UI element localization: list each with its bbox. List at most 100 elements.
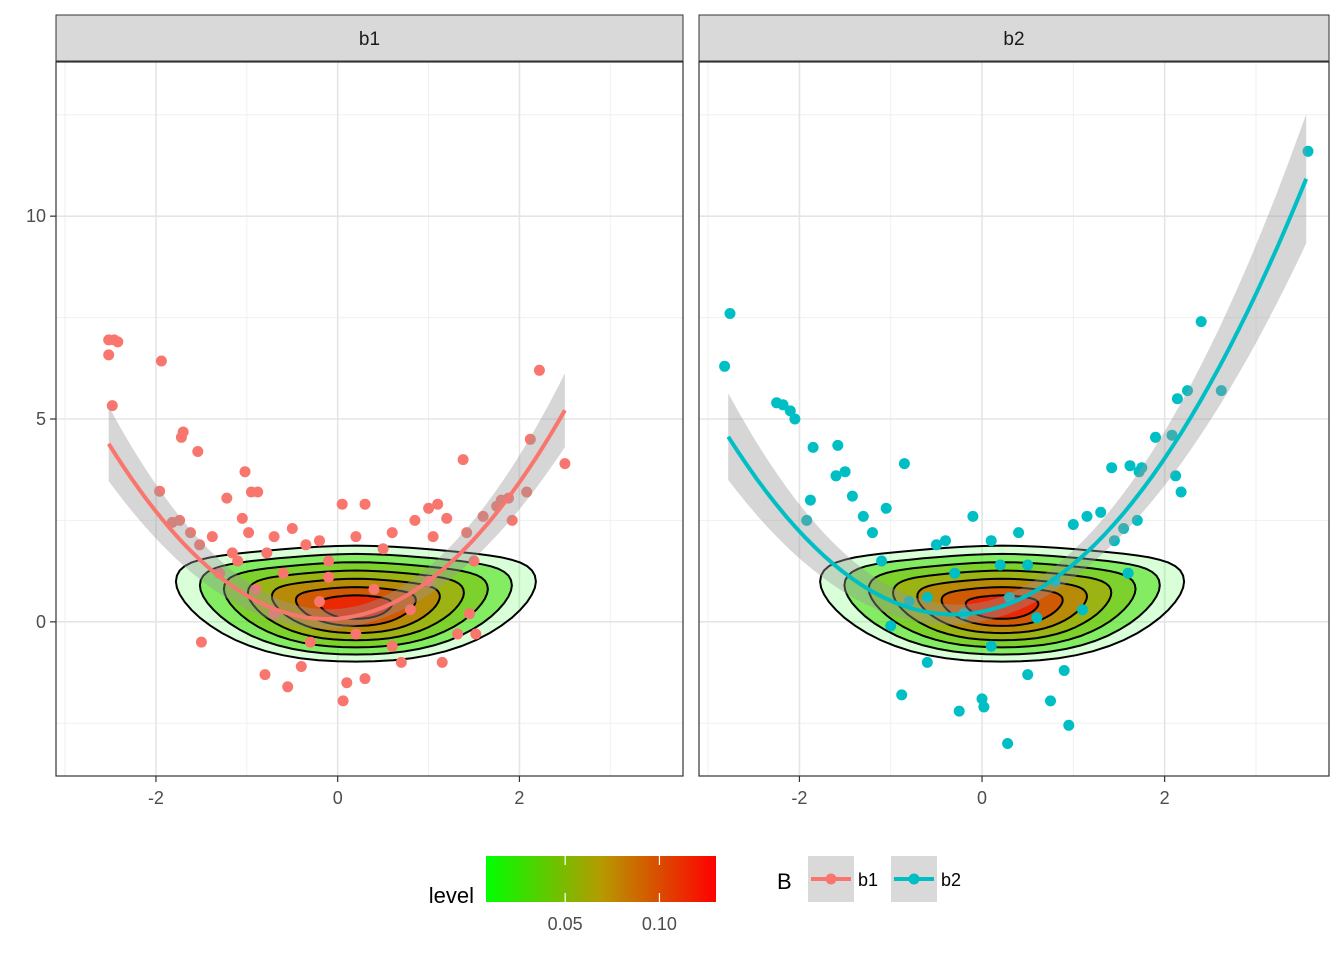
data-point <box>1118 523 1130 534</box>
data-point <box>867 527 878 539</box>
data-point <box>784 405 796 417</box>
fit-line <box>107 409 567 622</box>
data-point <box>185 527 196 539</box>
data-point <box>154 485 166 497</box>
data-point <box>250 583 262 595</box>
panel-b2: b2 -2 0 2 <box>698 14 1330 808</box>
y-axis-tick-label: 5 <box>36 409 46 429</box>
legend-B-key-point <box>908 873 920 885</box>
data-point <box>195 636 207 648</box>
data-point <box>846 490 858 502</box>
data-point <box>1106 462 1118 474</box>
data-point <box>1170 470 1182 482</box>
data-point <box>985 535 997 547</box>
data-point <box>432 498 444 510</box>
data-point <box>368 583 380 595</box>
data-point <box>777 399 789 411</box>
data-point <box>896 689 908 701</box>
panel-border <box>698 61 1330 777</box>
data-point <box>949 567 961 579</box>
legend-B-title: B <box>777 869 792 894</box>
data-point <box>940 535 951 547</box>
data-point <box>336 498 348 510</box>
data-point <box>876 555 888 567</box>
facet-strip-label: b2 <box>1003 29 1024 50</box>
data-point <box>468 555 480 567</box>
y-axis-tick-label: 10 <box>26 206 46 226</box>
data-point <box>206 531 218 543</box>
data-point <box>112 336 124 348</box>
data-point <box>1013 527 1025 539</box>
data-point <box>277 567 289 579</box>
data-point <box>404 604 416 616</box>
data-point <box>830 470 842 482</box>
data-point <box>832 439 844 451</box>
data-point <box>359 673 371 685</box>
data-point <box>967 510 979 522</box>
data-point <box>236 512 248 524</box>
data-point <box>1131 514 1143 526</box>
legend-level-tick-label: 0.10 <box>642 914 677 934</box>
data-point <box>239 466 251 478</box>
data-point <box>1175 486 1187 498</box>
data-point <box>386 527 398 539</box>
data-point <box>282 681 294 693</box>
data-point <box>252 486 264 498</box>
facet-strip-label: b1 <box>359 29 380 50</box>
data-point <box>323 555 335 567</box>
data-point <box>464 608 475 620</box>
data-point <box>524 433 536 445</box>
data-point <box>506 514 518 526</box>
data-point <box>457 454 469 466</box>
data-point <box>423 502 435 514</box>
data-point <box>300 539 312 551</box>
legend-level-colorbar <box>486 856 716 902</box>
data-point <box>409 514 421 526</box>
data-point <box>194 539 206 551</box>
data-point <box>106 400 118 412</box>
data-point <box>470 628 482 640</box>
data-point <box>930 539 942 551</box>
data-point <box>323 571 335 583</box>
data-point <box>350 628 362 640</box>
legend-level-tick-label: 0.05 <box>548 914 583 934</box>
data-point <box>1195 316 1207 328</box>
data-point <box>268 531 280 543</box>
data-point <box>1067 519 1079 530</box>
data-point <box>441 512 453 524</box>
data-point <box>789 413 801 425</box>
data-point <box>155 355 167 367</box>
data-point <box>1124 460 1136 472</box>
data-point <box>286 523 298 534</box>
data-point <box>559 458 571 470</box>
data-point <box>341 677 353 689</box>
x-axis-tick-label: 2 <box>1160 788 1170 808</box>
data-point <box>259 669 271 681</box>
data-point <box>1215 385 1227 397</box>
data-point <box>314 596 325 608</box>
data-point <box>807 441 819 453</box>
data-point <box>804 494 816 506</box>
data-point <box>921 656 933 668</box>
data-point <box>1302 145 1314 157</box>
data-point <box>395 656 407 668</box>
data-point <box>261 547 273 559</box>
data-point <box>1081 510 1093 522</box>
data-point <box>295 661 307 672</box>
data-point <box>533 364 545 376</box>
x-axis-tick-label: -2 <box>148 788 164 808</box>
data-point <box>1095 506 1107 518</box>
data-point <box>477 510 489 522</box>
y-axis-tick-label: 0 <box>36 612 46 632</box>
x-axis-tick-label: 0 <box>977 788 987 808</box>
data-point <box>1150 431 1161 443</box>
data-point <box>174 514 186 526</box>
legend-level-title: level <box>429 883 474 908</box>
data-point <box>1108 535 1120 547</box>
data-point <box>359 498 371 510</box>
data-point <box>1122 567 1134 579</box>
data-point <box>521 486 533 498</box>
data-point <box>994 559 1006 571</box>
